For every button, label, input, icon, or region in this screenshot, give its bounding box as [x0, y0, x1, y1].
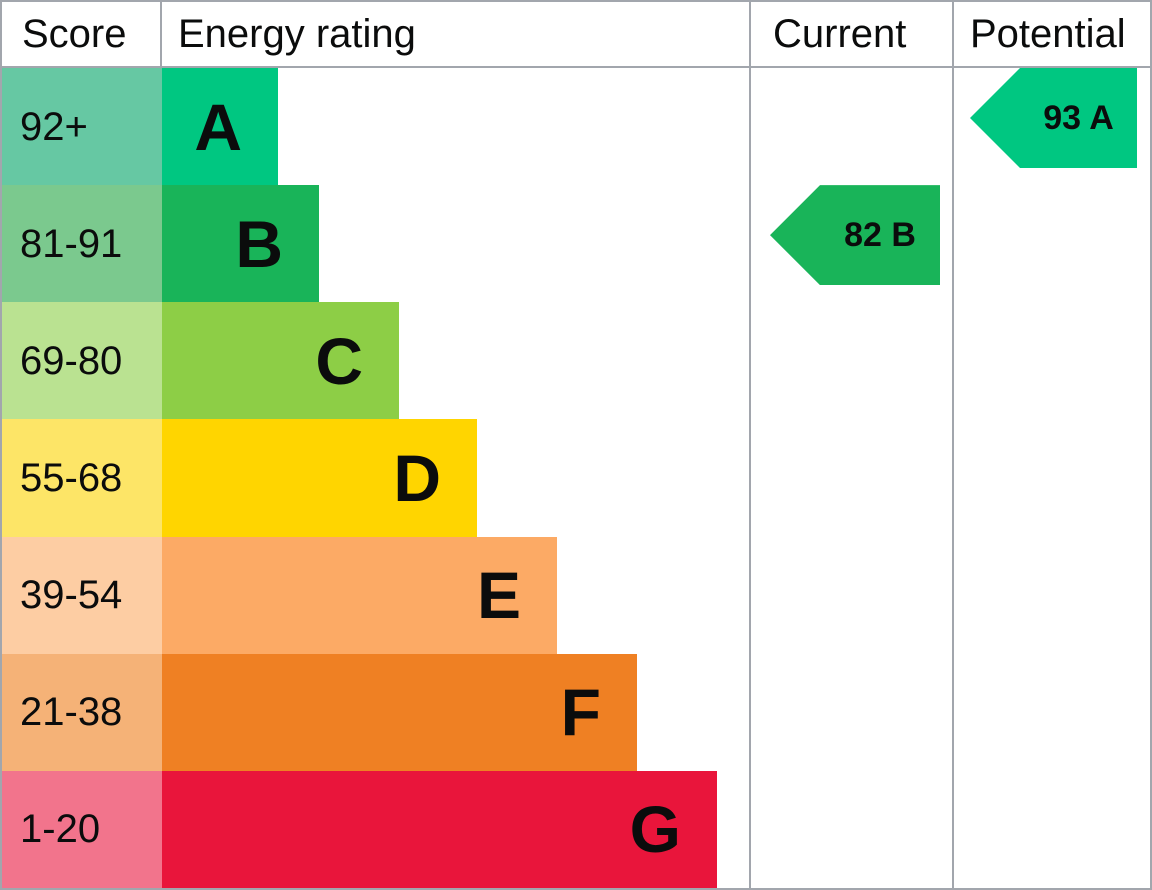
band-e-score-label: 39-54: [20, 573, 123, 618]
band-row-d: 55-68 D: [2, 419, 1150, 537]
band-d-bar: D: [162, 419, 477, 537]
band-f-letter: F: [560, 675, 601, 750]
band-a-score-label: 92+: [20, 104, 88, 149]
band-g-score-cell: 1-20: [2, 770, 162, 888]
band-b-score-label: 81-91: [20, 221, 123, 266]
header-score: Score: [2, 2, 162, 66]
band-e-letter: E: [476, 558, 521, 633]
band-row-e: 39-54 E: [2, 536, 1150, 654]
band-g-letter: G: [629, 792, 681, 867]
band-d-score-label: 55-68: [20, 455, 123, 500]
band-b-letter: B: [235, 206, 283, 281]
header-divider: [2, 66, 1150, 68]
band-c-bar: C: [162, 302, 399, 420]
band-a-score-cell: 92+: [2, 68, 162, 186]
band-f-score-cell: 21-38: [2, 653, 162, 771]
band-a-letter: A: [194, 89, 242, 164]
band-row-a: 92+ A: [2, 68, 1150, 186]
table-header-row: Score Energy rating Current Potential: [2, 2, 1150, 66]
band-f-score-label: 21-38: [20, 690, 123, 735]
band-g-bar: G: [162, 770, 717, 888]
band-g-score-label: 1-20: [20, 807, 101, 852]
band-e-bar: E: [162, 536, 557, 654]
band-row-c: 69-80 C: [2, 302, 1150, 420]
potential-rating-label: 93 A: [1043, 99, 1114, 137]
band-f-bar: F: [162, 653, 637, 771]
band-rows: 92+ A 81-91 B 69-80 C 55-68 D 39-54 E 21…: [2, 68, 1150, 888]
band-row-f: 21-38 F: [2, 653, 1150, 771]
header-current: Current: [773, 12, 907, 56]
band-a-bar: A: [162, 68, 278, 186]
band-d-letter: D: [393, 440, 441, 515]
band-c-score-cell: 69-80: [2, 302, 162, 420]
current-rating-label: 82 B: [844, 216, 916, 255]
header-potential: Potential: [970, 12, 1126, 56]
band-b-score-cell: 81-91: [2, 185, 162, 303]
band-c-score-label: 69-80: [20, 338, 123, 383]
current-column-divider: [749, 2, 751, 888]
band-c-letter: C: [315, 323, 363, 398]
potential-column-divider: [952, 2, 954, 888]
header-energy-rating: Energy rating: [178, 12, 416, 56]
band-e-score-cell: 39-54: [2, 536, 162, 654]
band-row-g: 1-20 G: [2, 770, 1150, 888]
band-row-b: 81-91 B: [2, 185, 1150, 303]
band-d-score-cell: 55-68: [2, 419, 162, 537]
band-b-bar: B: [162, 185, 319, 303]
